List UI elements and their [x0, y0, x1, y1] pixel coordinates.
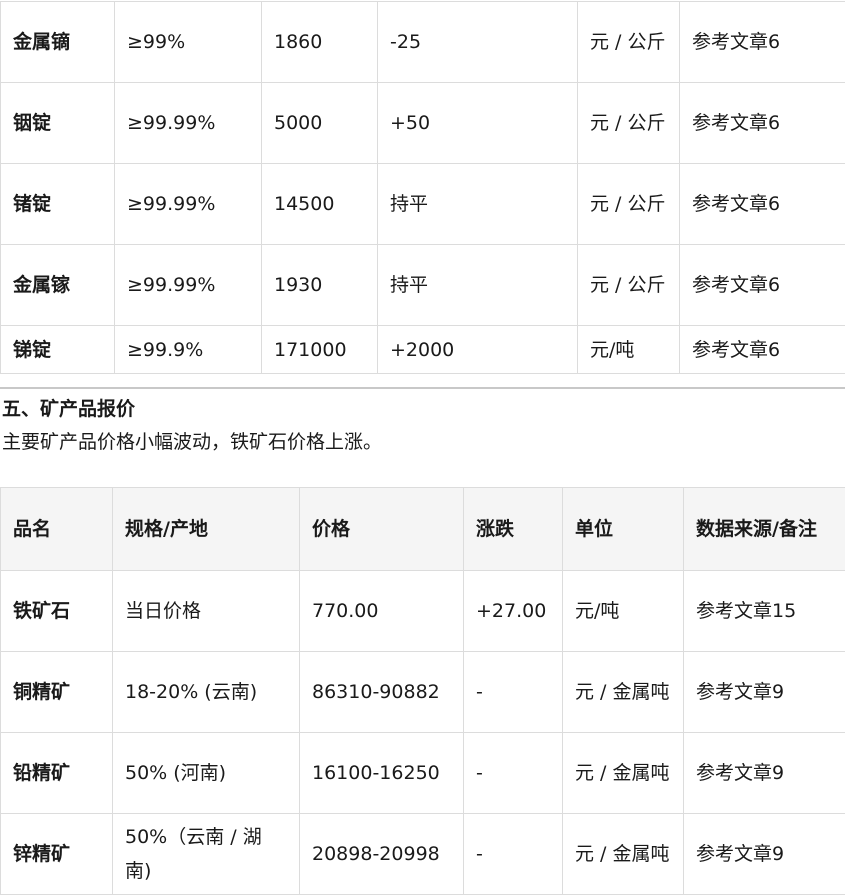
cell-name: 锌精矿	[0, 813, 113, 895]
cell-unit: 元/吨	[562, 570, 684, 652]
table-row: 锗锭 ≥99.99% 14500 持平元 / 公斤 参考文章6	[0, 163, 845, 245]
cell-name: 铟锭	[0, 82, 115, 164]
table-row: 铜精矿 18-20% (云南) 86310-90882- 元 / 金属吨 参考文章9	[0, 651, 845, 733]
cell-unit: 元/吨	[577, 325, 680, 374]
cell-name: 金属镝	[0, 1, 115, 83]
table-row: 金属镝 ≥99% 1860 -25 元 / 公斤 参考文章6	[0, 1, 845, 83]
header-change: 涨跌	[463, 487, 563, 571]
cell-price: 86310-90882	[299, 651, 464, 733]
header-name: 品名	[0, 487, 113, 571]
table-row: 锑锭 ≥99.9% 171000 +2000 元/吨 参考文章6	[0, 325, 845, 374]
minor-metals-price-table: 金属镝 ≥99% 1860 -25 元 / 公斤 参考文章6 铟锭 ≥99.99% 5000 +5…	[0, 1, 845, 374]
table-row: 铁矿石 当日价格 770.00 +27.00 元/吨 参考文章15	[0, 570, 845, 652]
header-source: 数据来源/备注	[683, 487, 845, 571]
cell-change: +27.00	[463, 570, 563, 652]
cell-source: 参考文章6	[679, 163, 845, 245]
cell-source: 参考文章9	[683, 813, 845, 895]
header-price: 价格	[299, 487, 464, 571]
cell-change: -	[463, 732, 563, 814]
cell-name: 锗锭	[0, 163, 115, 245]
cell-change: +50	[377, 82, 578, 164]
header-unit: 单位	[562, 487, 684, 571]
cell-spec: ≥99%	[114, 1, 262, 83]
table-header-row: 品名 规格/产地 价格 涨跌 单位 数据来源/备注	[0, 487, 845, 571]
cell-spec: 50% (河南)	[112, 732, 300, 814]
table-row: 金属镓 ≥99.99% 1930 持平元 / 公斤 参考文章6	[0, 244, 845, 326]
cell-spec: 18-20% (云南)	[112, 651, 300, 733]
table-row: 铅精矿 50% (河南) 16100-16250- 元 / 金属吨 参考文章9	[0, 732, 845, 814]
cell-spec: 50%（云南 / 湖南)	[112, 813, 300, 895]
cell-source: 参考文章6	[679, 1, 845, 83]
cell-name: 铁矿石	[0, 570, 113, 652]
cell-source: 参考文章6	[679, 325, 845, 374]
cell-unit: 元 / 公斤	[577, 163, 680, 245]
cell-unit: 元 / 公斤	[577, 1, 680, 83]
cell-price: 16100-16250	[299, 732, 464, 814]
cell-unit: 元 / 金属吨	[562, 732, 684, 814]
cell-source: 参考文章6	[679, 244, 845, 326]
cell-price: 171000	[261, 325, 378, 374]
cell-source: 参考文章6	[679, 82, 845, 164]
cell-change: -25	[377, 1, 578, 83]
cell-spec: 当日价格	[112, 570, 300, 652]
cell-change: +2000	[377, 325, 578, 374]
cell-unit: 元 / 金属吨	[562, 651, 684, 733]
cell-spec: ≥99.99%	[114, 163, 262, 245]
header-spec: 规格/产地	[112, 487, 300, 571]
cell-spec: ≥99.9%	[114, 325, 262, 374]
cell-price: 5000	[261, 82, 378, 164]
table-row: 锌精矿 50%（云南 / 湖南) 20898-20998- 元 / 金属吨 参考文章9	[0, 813, 845, 895]
cell-name: 铅精矿	[0, 732, 113, 814]
cell-spec: ≥99.99%	[114, 244, 262, 326]
section-heading: 五、矿产品报价	[2, 398, 136, 420]
cell-source: 参考文章9	[683, 732, 845, 814]
cell-unit: 元 / 金属吨	[562, 813, 684, 895]
mineral-products-price-table: 品名 规格/产地 价格 涨跌 单位 数据来源/备注 铁矿石 当日价格 770.00 +27.00…	[0, 487, 845, 895]
cell-price: 14500	[261, 163, 378, 245]
cell-price: 770.00	[299, 570, 464, 652]
cell-price: 20898-20998	[299, 813, 464, 895]
cell-source: 参考文章15	[683, 570, 845, 652]
cell-unit: 元 / 公斤	[577, 82, 680, 164]
cell-change: 持平	[377, 244, 578, 326]
table-row: 铟锭 ≥99.99% 5000 +50 元 / 公斤 参考文章6	[0, 82, 845, 164]
cell-price: 1930	[261, 244, 378, 326]
cell-change: -	[463, 813, 563, 895]
cell-name: 金属镓	[0, 244, 115, 326]
section-summary: 主要矿产品价格小幅波动，铁矿石价格上涨。	[2, 431, 383, 453]
section-divider	[0, 387, 845, 389]
cell-name: 锑锭	[0, 325, 115, 374]
cell-change: 持平	[377, 163, 578, 245]
cell-source: 参考文章9	[683, 651, 845, 733]
cell-name: 铜精矿	[0, 651, 113, 733]
cell-change: -	[463, 651, 563, 733]
cell-spec: ≥99.99%	[114, 82, 262, 164]
cell-unit: 元 / 公斤	[577, 244, 680, 326]
cell-price: 1860	[261, 1, 378, 83]
